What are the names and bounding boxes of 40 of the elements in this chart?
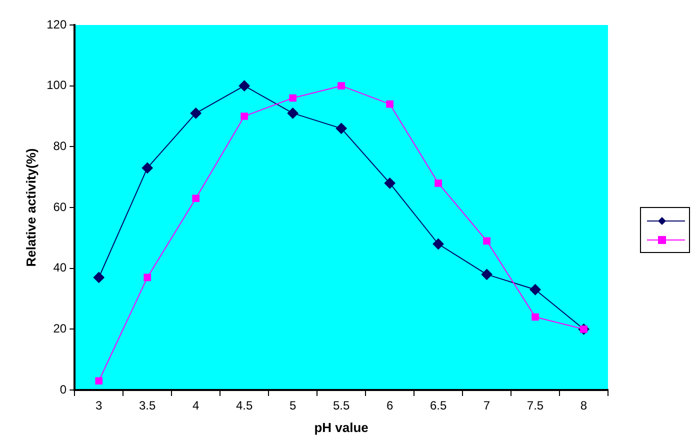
point [434, 179, 442, 187]
point [384, 178, 396, 189]
x-tick-label: 6.5 [430, 398, 447, 413]
point [287, 108, 298, 119]
x-tick-label: 5 [289, 398, 296, 413]
point [95, 377, 103, 385]
y-tick-label: 80 [53, 138, 67, 153]
y-tick-label: 0 [60, 382, 67, 396]
x-tick-label: 3 [96, 398, 103, 413]
x-tick-label: 7.5 [526, 398, 544, 413]
point [190, 108, 202, 119]
point [289, 94, 297, 102]
x-tick-label: 5.5 [332, 398, 350, 413]
x-tick-label: 7 [483, 398, 490, 413]
x-tick-label: 6 [386, 398, 394, 413]
y-tick-label: 20 [53, 321, 67, 336]
point [336, 122, 347, 134]
y-axis-title: Relative activity(%) [23, 148, 38, 267]
y-tick-label: 60 [53, 200, 67, 214]
point [144, 274, 152, 282]
point [142, 162, 153, 174]
x-tick-label: 3.5 [139, 398, 156, 413]
x-tick-label: 4 [192, 398, 200, 413]
x-axis-title: pH value [314, 420, 368, 435]
point [93, 272, 104, 283]
point [530, 284, 541, 296]
point [532, 313, 539, 321]
point [483, 237, 490, 245]
point [338, 82, 345, 90]
y-tick-label: 100 [46, 78, 67, 92]
y-tick-label: 40 [53, 260, 67, 275]
point [481, 268, 492, 280]
point [386, 100, 394, 108]
point [240, 112, 248, 120]
point [432, 238, 444, 250]
y-tick-label: 120 [46, 17, 67, 32]
point [238, 80, 250, 92]
x-tick-label: 8 [580, 398, 588, 413]
point [192, 194, 200, 202]
x-tick-label: 4.5 [236, 398, 253, 413]
